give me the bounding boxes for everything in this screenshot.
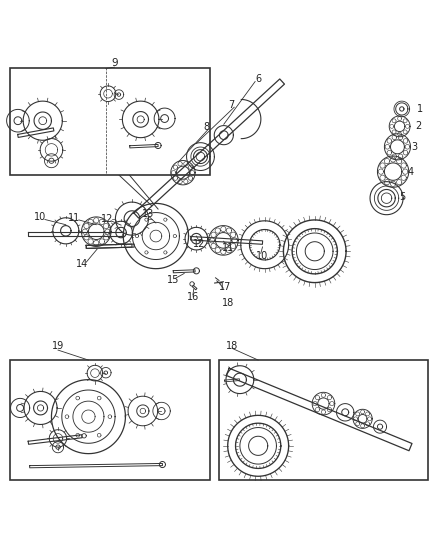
Text: 12: 12 [193,239,205,249]
Text: 19: 19 [52,341,64,351]
Text: 18: 18 [222,298,234,309]
Text: 10: 10 [256,251,268,261]
Text: 17: 17 [219,282,232,293]
Text: 1: 1 [417,103,423,114]
Bar [10,68,210,175]
Text: 11: 11 [68,213,80,223]
Text: 3: 3 [411,142,417,152]
Text: 15: 15 [167,276,180,286]
Text: 18: 18 [226,341,238,351]
Text: 16: 16 [187,292,199,302]
Text: 13: 13 [142,209,155,219]
Text: 4: 4 [407,167,413,176]
Text: 12: 12 [101,214,113,224]
Text: 7: 7 [228,100,234,110]
Text: 14: 14 [76,260,88,269]
Text: 6: 6 [255,75,261,84]
Text: 5: 5 [399,192,406,202]
Bar [219,360,428,480]
Bar [10,360,210,480]
Text: 8: 8 [203,122,209,132]
Text: 2: 2 [415,122,421,131]
Text: 10: 10 [35,212,47,222]
Text: 9: 9 [111,58,118,68]
Text: 11: 11 [222,243,234,253]
